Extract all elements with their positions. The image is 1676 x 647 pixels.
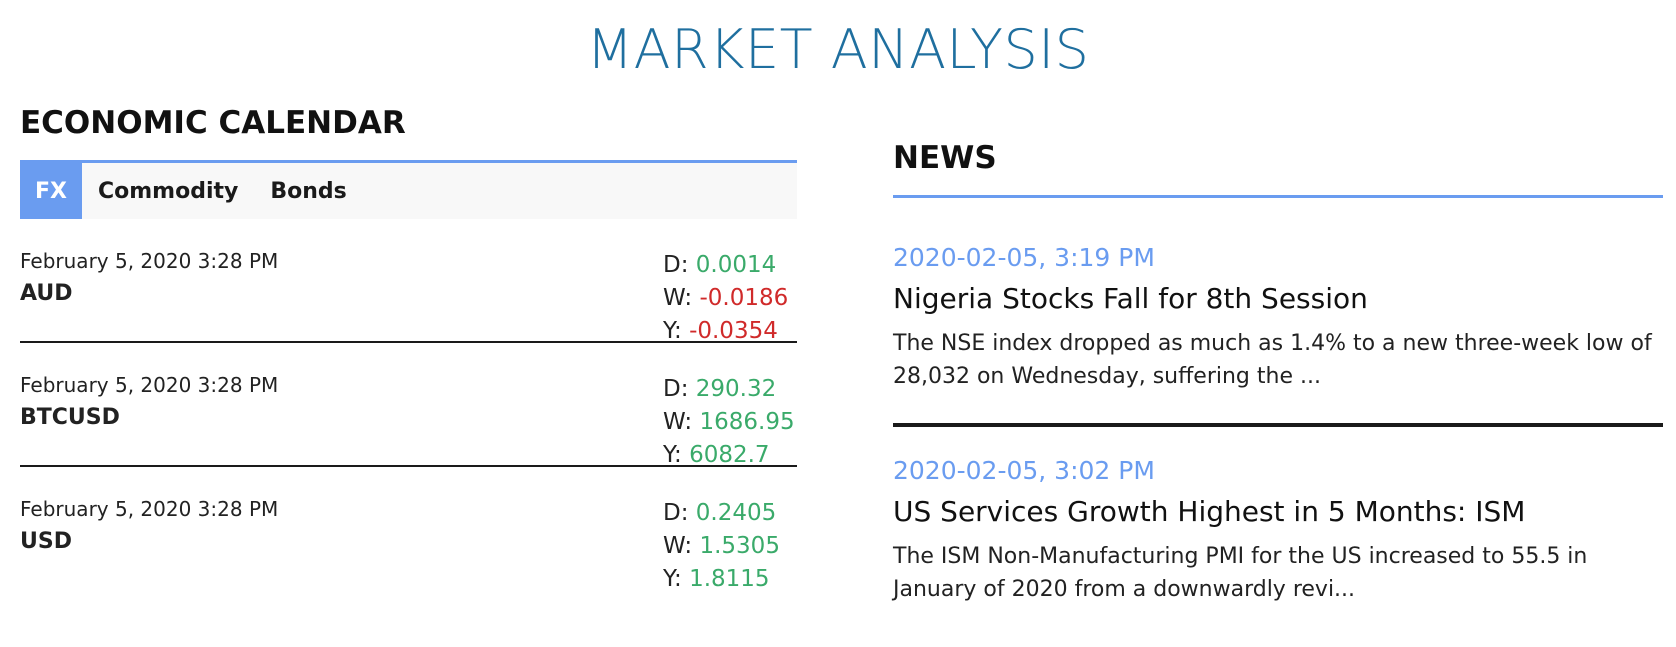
weekly-change-value: 1686.95 [699, 409, 795, 436]
news-title-link[interactable]: Nigeria Stocks Fall for 8th Session [893, 281, 1368, 315]
daily-label: D: [663, 500, 689, 527]
daily-change-value: 290.32 [695, 376, 777, 403]
weekly-label: W: [663, 409, 693, 436]
calendar-list: February 5, 2020 3:28 PM AUD D: 0.0014 W… [20, 219, 797, 592]
calendar-row-btcusd[interactable]: February 5, 2020 3:28 PM BTCUSD D: 290.3… [20, 343, 797, 468]
weekly-change-value: -0.0186 [699, 285, 789, 312]
yearly-change-value: 6082.7 [689, 442, 770, 469]
calendar-row-date: February 5, 2020 3:28 PM [20, 373, 279, 398]
news-section: NEWS 2020-02-05, 3:19 PM Nigeria Stocks … [893, 140, 1663, 636]
economic-calendar-section: ECONOMIC CALENDAR FX Commodity Bonds Feb… [20, 105, 797, 592]
tab-commodity[interactable]: Commodity [98, 178, 239, 204]
calendar-row-symbol: AUD [20, 281, 73, 307]
yearly-label: Y: [663, 442, 682, 469]
news-heading: NEWS [893, 140, 997, 176]
daily-change-value: 0.0014 [695, 252, 777, 279]
news-summary: The ISM Non-Manufacturing PMI for the US… [893, 543, 1588, 602]
daily-change-value: 0.2405 [695, 500, 777, 527]
calendar-row-symbol: BTCUSD [20, 405, 120, 431]
yearly-label: Y: [663, 318, 682, 345]
calendar-row-usd[interactable]: February 5, 2020 3:28 PM USD D: 0.2405 W… [20, 467, 797, 592]
daily-label: D: [663, 252, 689, 279]
calendar-row-symbol: USD [20, 529, 72, 555]
yearly-label: Y: [663, 566, 682, 593]
calendar-row-date: February 5, 2020 3:28 PM [20, 249, 279, 274]
calendar-row-aud[interactable]: February 5, 2020 3:28 PM AUD D: 0.0014 W… [20, 219, 797, 344]
page-title: MARKET ANALYSIS [586, 18, 1090, 81]
calendar-row-values: D: 0.2405 W: 1.5305 Y: 1.8115 [663, 497, 780, 596]
calendar-tabs: FX Commodity Bonds [20, 160, 797, 220]
news-timestamp: 2020-02-05, 3:19 PM [893, 243, 1155, 273]
news-timestamp: 2020-02-05, 3:02 PM [893, 456, 1155, 486]
yearly-change-value: 1.8115 [689, 566, 770, 593]
news-header: NEWS [893, 140, 1663, 199]
daily-label: D: [663, 376, 689, 403]
economic-calendar-heading: ECONOMIC CALENDAR [20, 105, 406, 141]
news-title-link[interactable]: US Services Growth Highest in 5 Months: … [893, 494, 1526, 528]
yearly-change-value: -0.0354 [689, 318, 778, 345]
calendar-row-values: D: 290.32 W: 1686.95 Y: 6082.7 [663, 373, 795, 472]
news-summary: The NSE index dropped as much as 1.4% to… [893, 331, 1652, 390]
weekly-label: W: [663, 285, 693, 312]
news-item[interactable]: 2020-02-05, 3:02 PM US Services Growth H… [893, 425, 1663, 636]
weekly-label: W: [663, 533, 693, 560]
news-item[interactable]: 2020-02-05, 3:19 PM Nigeria Stocks Fall … [893, 198, 1663, 426]
tab-fx[interactable]: FX [20, 163, 82, 220]
weekly-change-value: 1.5305 [699, 533, 780, 560]
tab-bonds[interactable]: Bonds [270, 178, 347, 204]
calendar-row-date: February 5, 2020 3:28 PM [20, 497, 279, 522]
calendar-row-values: D: 0.0014 W: -0.0186 Y: -0.0354 [663, 249, 788, 348]
